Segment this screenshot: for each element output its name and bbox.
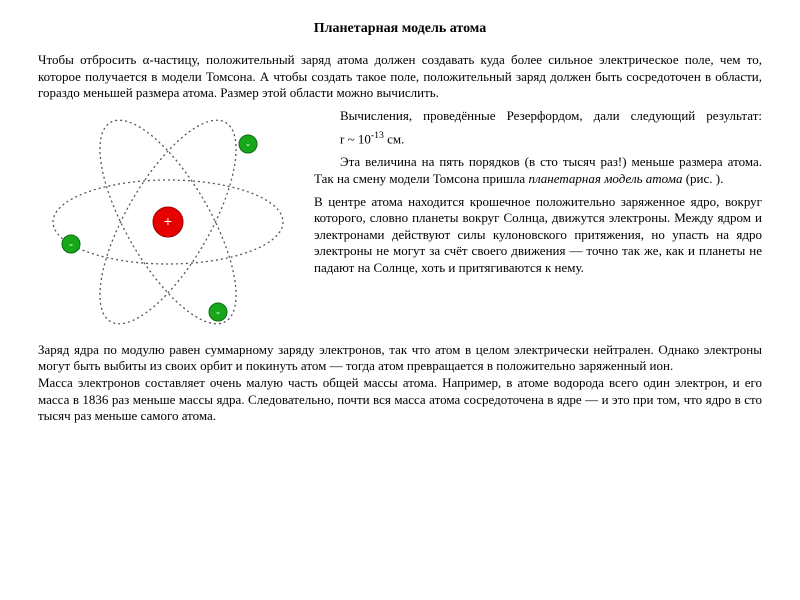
formula-line: r ~ 10-13 см.: [314, 130, 762, 148]
electron-label-1: -: [69, 237, 73, 251]
nucleus-label: +: [164, 213, 172, 229]
electron-label-0: -: [246, 137, 250, 151]
formula-exponent: -13: [371, 130, 384, 141]
page-title: Планетарная модель атома: [38, 20, 762, 38]
atom-diagram: + - - -: [38, 112, 298, 332]
text-column: Вычисления, проведённые Резерфордом, дал…: [314, 108, 762, 332]
formula-prefix: r ~ 10: [340, 132, 371, 147]
calc-intro: Вычисления, проведённые Резерфордом, дал…: [314, 108, 762, 125]
bottom-section: Заряд ядра по модулю равен суммарному за…: [38, 342, 762, 425]
formula-suffix: см.: [384, 132, 405, 147]
two-column-section: + - - - Вычисления, проведённые Резерфордом…: [38, 108, 762, 332]
electron-label-2: -: [216, 305, 220, 319]
diagram-column: + - - -: [38, 108, 298, 332]
size-paragraph: Эта величина на пять порядков (в сто тыс…: [314, 154, 762, 187]
size-text-b: (рис. ).: [682, 171, 723, 186]
model-name-italic: планетарная модель атома: [528, 171, 682, 186]
center-paragraph: В центре атома находится крошечное полож…: [314, 194, 762, 277]
charge-paragraph: Заряд ядра по модулю равен суммарному за…: [38, 342, 762, 375]
mass-paragraph: Масса электронов составляет очень малую …: [38, 375, 762, 425]
intro-paragraph: Чтобы отбросить α-частицу, положительный…: [38, 52, 762, 102]
